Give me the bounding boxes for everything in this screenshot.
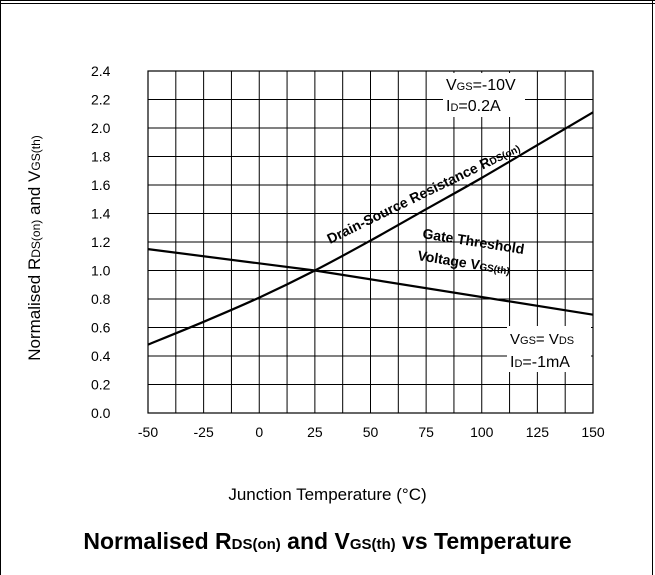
y-tick-label: 0.8 — [91, 291, 111, 307]
y-axis-label: Normalised RDS(on) and VGS(th) — [25, 135, 44, 361]
y-tick-label: 1.8 — [91, 149, 111, 165]
cond-bot-box — [507, 326, 591, 372]
x-tick-label: 0 — [255, 424, 263, 440]
x-tick-label: 100 — [470, 424, 494, 440]
y-tick-label: 0.6 — [91, 320, 111, 336]
top-border — [0, 0, 655, 4]
grid — [147, 70, 594, 414]
chart: 0.00.20.40.60.81.01.21.41.61.82.02.22.4 … — [25, 63, 605, 440]
y-tick-label: 0.4 — [91, 348, 111, 364]
x-axis-label: Junction Temperature (°C) — [228, 485, 427, 504]
y-tick-label: 1.0 — [91, 263, 111, 279]
chart-title: Normalised RDS(on) and VGS(th) vs Temper… — [83, 528, 572, 554]
cond-top-vgs: VGS=-10V — [446, 77, 516, 94]
y-tick-labels: 0.0 0.2 0.4 0.6 0.8 1.0 1.2 1.4 1.6 1.8 2.0 2.2 2.4 — [91, 63, 111, 421]
x-tick-label: 50 — [363, 424, 379, 440]
curves — [147, 111, 594, 346]
cond-top-id: ID=0.2A — [446, 98, 501, 115]
x-tick-label: 150 — [581, 424, 605, 440]
x-tick-labels: -50 -25 0 25 50 75 100 125 150 — [138, 424, 605, 440]
x-tick-label: 75 — [418, 424, 434, 440]
y-tick-label: 2.4 — [91, 63, 111, 79]
y-tick-label: 0.0 — [91, 405, 111, 421]
y-tick-label: 2.0 — [91, 120, 111, 136]
x-tick-label: 125 — [526, 424, 550, 440]
x-tick-label: 25 — [307, 424, 323, 440]
y-tick-label: 2.2 — [91, 92, 111, 108]
cond-bot-id: ID=-1mA — [510, 354, 570, 371]
y-tick-label: 1.2 — [91, 234, 111, 250]
x-tick-label: -50 — [138, 424, 158, 440]
y-tick-label: 1.4 — [91, 206, 111, 222]
plot-border — [147, 70, 594, 414]
y-tick-label: 0.2 — [91, 377, 111, 393]
x-tick-label: -25 — [194, 424, 214, 440]
vgs-th-curve — [147, 248, 594, 316]
cond-top-box — [443, 73, 525, 117]
cond-bot-vgs: VGS= VDS — [510, 331, 574, 348]
rds-on-curve — [147, 111, 594, 346]
y-tick-label: 1.6 — [91, 177, 111, 193]
